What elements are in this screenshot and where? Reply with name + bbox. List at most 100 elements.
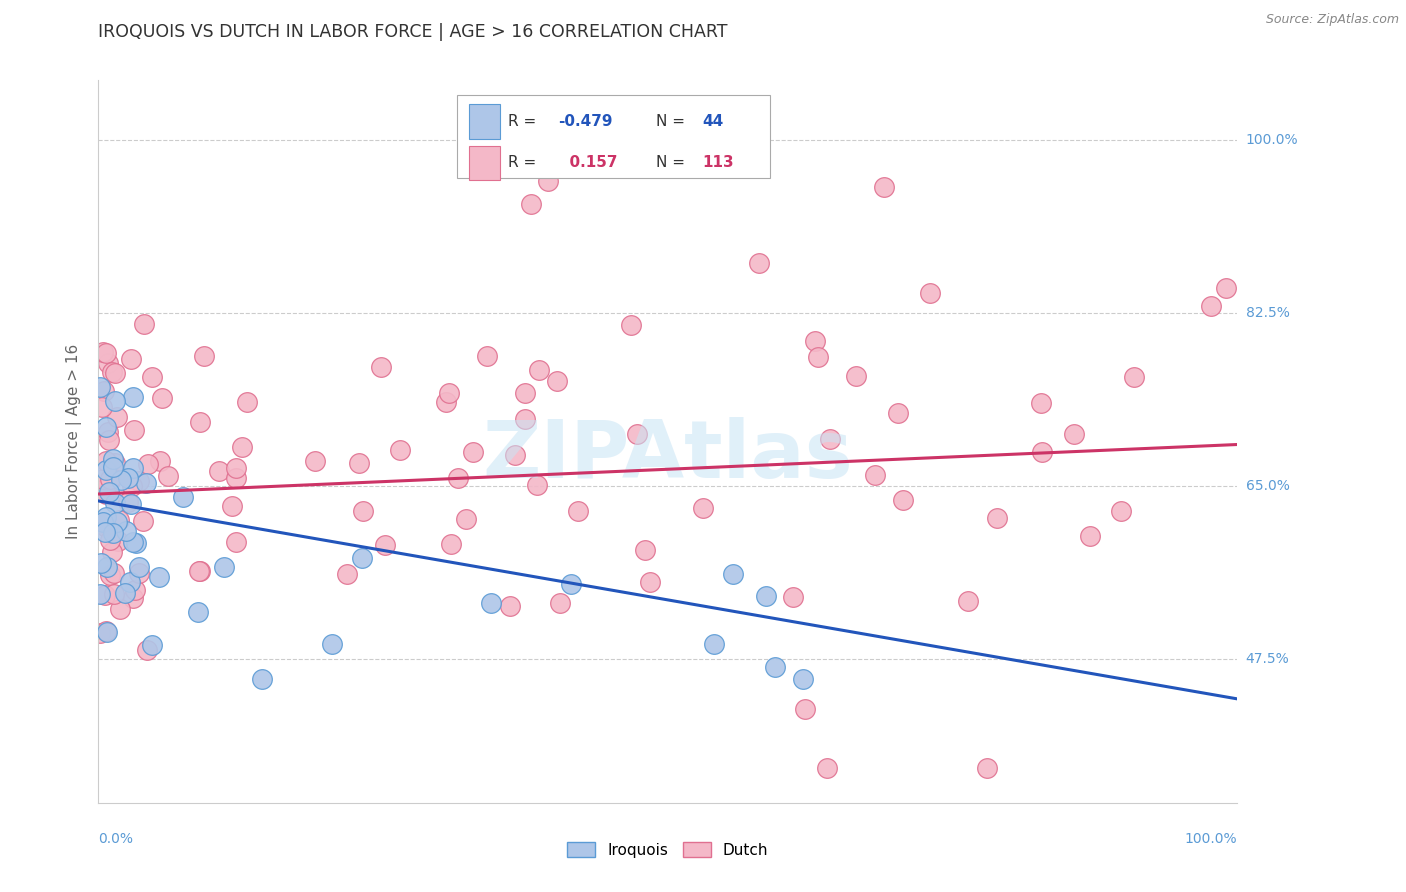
- Point: [121, 351, 143, 366]
- Point: [122, 423, 145, 437]
- Point: [101, 545, 124, 559]
- Text: ZIPAtlas: ZIPAtlas: [482, 417, 853, 495]
- Point: [1109, 503, 1132, 517]
- Point: [94, 588, 117, 602]
- Point: [638, 575, 661, 590]
- Point: [90, 557, 112, 571]
- Point: [132, 514, 155, 528]
- Point: [505, 448, 527, 462]
- Point: [221, 499, 243, 513]
- Point: [105, 409, 128, 424]
- Point: [120, 497, 142, 511]
- Point: [94, 510, 117, 524]
- Point: [439, 385, 461, 400]
- Point: [122, 591, 145, 605]
- Point: [93, 482, 115, 496]
- Point: [782, 590, 804, 604]
- Point: [976, 761, 998, 775]
- Point: [110, 473, 132, 487]
- Point: [626, 427, 648, 442]
- Point: [107, 513, 129, 527]
- Point: [101, 452, 124, 467]
- Point: [208, 464, 231, 478]
- Point: [231, 440, 253, 454]
- Point: [986, 510, 1008, 524]
- Point: [117, 471, 139, 485]
- Point: [103, 456, 125, 470]
- Point: [863, 467, 886, 482]
- Legend: Iroquois, Dutch: Iroquois, Dutch: [561, 836, 775, 863]
- Text: N =: N =: [657, 114, 690, 128]
- Point: [225, 535, 247, 549]
- Point: [188, 416, 211, 430]
- Point: [94, 520, 117, 534]
- Point: [336, 566, 359, 581]
- Text: 0.0%: 0.0%: [98, 831, 134, 846]
- Point: [104, 393, 127, 408]
- Point: [103, 566, 125, 580]
- Point: [101, 365, 124, 379]
- Point: [105, 515, 128, 529]
- Text: 0.157: 0.157: [558, 155, 617, 170]
- Point: [546, 374, 568, 388]
- Point: [128, 559, 150, 574]
- FancyBboxPatch shape: [457, 95, 770, 178]
- Point: [1078, 529, 1101, 543]
- Bar: [468, 104, 501, 138]
- Point: [91, 401, 114, 415]
- Point: [128, 566, 150, 581]
- Point: [513, 411, 536, 425]
- Point: [529, 363, 551, 377]
- Text: 100.0%: 100.0%: [1246, 133, 1298, 146]
- Point: [548, 596, 571, 610]
- Point: [136, 457, 159, 471]
- Point: [94, 463, 117, 477]
- Point: [634, 542, 657, 557]
- Point: [114, 586, 136, 600]
- Point: [135, 476, 157, 491]
- Point: [96, 559, 118, 574]
- Text: N =: N =: [657, 155, 690, 170]
- Point: [620, 318, 643, 332]
- Point: [250, 672, 273, 686]
- Point: [815, 761, 838, 775]
- Point: [103, 467, 125, 481]
- Point: [97, 355, 120, 369]
- Point: [454, 511, 477, 525]
- Point: [918, 286, 941, 301]
- Text: R =: R =: [509, 155, 541, 170]
- Point: [304, 454, 326, 468]
- Point: [225, 460, 247, 475]
- Point: [347, 456, 370, 470]
- Point: [101, 459, 124, 474]
- Point: [537, 174, 560, 188]
- Text: 100.0%: 100.0%: [1185, 831, 1237, 846]
- Point: [108, 602, 131, 616]
- Point: [1031, 445, 1053, 459]
- Point: [370, 359, 392, 374]
- Point: [101, 471, 124, 485]
- Point: [136, 642, 159, 657]
- Point: [100, 533, 122, 548]
- Y-axis label: In Labor Force | Age > 16: In Labor Force | Age > 16: [66, 344, 83, 539]
- Point: [89, 380, 111, 394]
- Point: [352, 504, 374, 518]
- Point: [755, 589, 778, 603]
- Text: Source: ZipAtlas.com: Source: ZipAtlas.com: [1265, 13, 1399, 27]
- Point: [499, 599, 522, 614]
- Point: [94, 346, 117, 360]
- Point: [96, 624, 118, 639]
- Point: [1123, 370, 1146, 384]
- Point: [845, 369, 868, 384]
- Point: [96, 624, 118, 639]
- Text: 47.5%: 47.5%: [1246, 652, 1289, 666]
- Point: [692, 500, 714, 515]
- Point: [193, 349, 215, 363]
- Point: [91, 515, 114, 529]
- Point: [103, 496, 125, 510]
- Point: [156, 469, 179, 483]
- Point: [804, 334, 827, 348]
- Text: 82.5%: 82.5%: [1246, 306, 1289, 320]
- Point: [101, 526, 124, 541]
- Point: [89, 587, 111, 601]
